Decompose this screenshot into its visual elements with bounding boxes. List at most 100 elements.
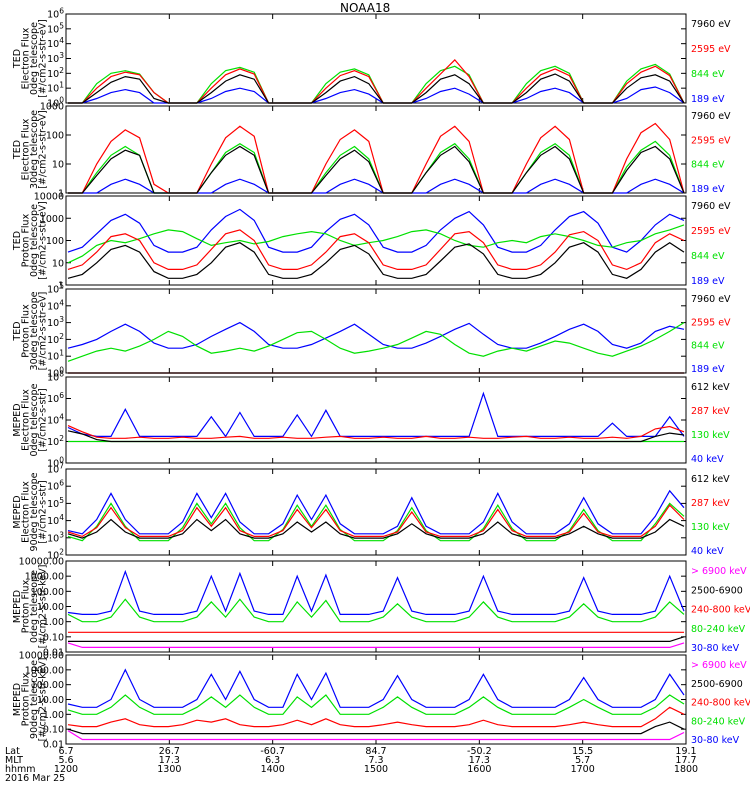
x-tick-label: 17.7 <box>675 755 696 766</box>
y-axis-title: 90deg telescope <box>29 472 40 551</box>
x-tick-label: 6.7 <box>58 746 73 757</box>
y-tick-label: 105 <box>47 282 64 296</box>
x-tick-label: 26.7 <box>159 746 180 757</box>
y-axis-title: Electron Flux <box>21 27 32 89</box>
legend-entry: 2500-6900 <box>691 679 743 690</box>
y-axis-title: [#/cm2-s-str-eV] <box>38 19 49 98</box>
y-tick-label: 104 <box>47 513 64 527</box>
legend-entry: 7960 eV <box>691 294 731 305</box>
legend-entry: 40 keV <box>691 546 724 557</box>
legend-entry: 287 keV <box>691 406 730 417</box>
y-tick-label: 0.10 <box>43 725 64 736</box>
legend-entry: 189 eV <box>691 364 725 375</box>
x-tick-label: 19.1 <box>675 746 696 757</box>
legend-entry: 7960 eV <box>691 111 731 122</box>
legend-entry: 844 eV <box>691 251 725 262</box>
x-tick-label: 1200 <box>54 764 78 775</box>
y-tick-label: 100 <box>47 456 64 470</box>
y-axis-title: MEPED <box>12 495 23 528</box>
series-line-black <box>68 636 685 642</box>
y-tick-label: 102 <box>47 332 64 346</box>
panel-frame <box>65 376 687 464</box>
x-tick-label: 7.3 <box>368 755 383 766</box>
x-tick-label: 1400 <box>261 764 285 775</box>
x-tick-label: 1600 <box>467 764 491 775</box>
series-line-red <box>67 504 685 538</box>
y-tick-label: 0.01 <box>43 648 64 659</box>
y-tick-label: 104 <box>47 36 64 50</box>
legend-entry: 80-240 keV <box>691 624 746 635</box>
series-line-blue <box>67 569 685 615</box>
x-tick-label: 5.7 <box>575 755 590 766</box>
panel-frame <box>65 288 687 374</box>
y-tick-label: 100.00 <box>31 587 64 598</box>
series-line-blue <box>67 391 685 438</box>
y-axis-title: Proton Flux <box>21 304 32 358</box>
y-tick-label: 103 <box>47 315 64 329</box>
y-axis-title: 0deg telescope <box>29 570 40 643</box>
series-line-black <box>67 430 685 443</box>
series-line-black <box>67 241 685 279</box>
x-tick-label: -50.2 <box>467 746 492 757</box>
y-axis-title: Proton Flux <box>21 672 32 726</box>
series-line-green <box>67 224 685 264</box>
y-axis-title: TED <box>12 49 23 69</box>
y-axis-title: [#/cm2-s-str-keV] <box>38 565 49 649</box>
legend-entry: 844 eV <box>691 69 725 80</box>
x-tick-label: 17.3 <box>159 755 180 766</box>
series-line-red <box>67 229 685 271</box>
y-axis-title: 30deg telescope <box>29 110 40 189</box>
y-tick-label: 1 <box>58 189 64 200</box>
x-tick-label: 17.3 <box>469 755 490 766</box>
y-tick-label: 10000.00 <box>19 651 64 662</box>
legend-entry: 612 keV <box>691 382 730 393</box>
y-tick-label: 102 <box>47 548 64 562</box>
y-tick-label: 103 <box>47 530 64 544</box>
y-axis-title: Proton Flux <box>21 579 32 633</box>
y-tick-label: 100 <box>46 131 64 142</box>
legend-entry: 30-80 keV <box>691 643 740 654</box>
series-line-green <box>67 502 685 542</box>
series-line-blue <box>67 489 685 535</box>
y-axis-title: Proton Flux <box>21 213 32 267</box>
legend-entry: 189 eV <box>691 94 725 105</box>
series-line-blue <box>67 321 685 349</box>
y-tick-label: 100 <box>47 366 64 380</box>
x-row-label: hhmm <box>5 764 36 775</box>
y-axis-title: MEPED <box>12 403 23 436</box>
legend-entry: 2595 eV <box>691 317 731 328</box>
y-axis-title: 0deg telescope <box>29 383 40 456</box>
y-axis-title: 90deg telescope <box>29 660 40 739</box>
date-label: 2016 Mar 25 <box>5 773 65 784</box>
legend-entry: 189 eV <box>691 276 725 287</box>
y-tick-label: 1000 <box>40 102 64 113</box>
y-tick-label: 107 <box>47 462 64 476</box>
x-tick-label: 1800 <box>674 764 698 775</box>
chart-title: NOAA18 <box>340 1 391 15</box>
y-tick-label: 100.00 <box>31 680 64 691</box>
legend-entry: > 6900 keV <box>691 566 747 577</box>
y-axis-title: MEPED <box>12 683 23 716</box>
x-tick-label: 1500 <box>364 764 388 775</box>
y-tick-label: 105 <box>47 496 64 510</box>
y-axis-title: TED <box>12 231 23 251</box>
x-tick-label: 1300 <box>157 764 181 775</box>
series-line-green <box>67 694 685 715</box>
legend-entry: 612 keV <box>691 474 730 485</box>
legend-entry: 287 keV <box>691 498 730 509</box>
y-tick-label: 1000.00 <box>25 572 64 583</box>
legend-entry: 240-800 keV <box>691 605 750 616</box>
series-line-blue <box>67 208 685 253</box>
x-row-label: MLT <box>5 755 23 766</box>
y-tick-label: 10 <box>52 258 64 269</box>
panel-frame <box>65 468 687 556</box>
series-line-red <box>67 706 685 728</box>
y-tick-label: 106 <box>47 7 64 21</box>
series-line-green <box>67 598 685 623</box>
series-line-black <box>68 145 685 194</box>
panel-frame <box>65 195 687 286</box>
